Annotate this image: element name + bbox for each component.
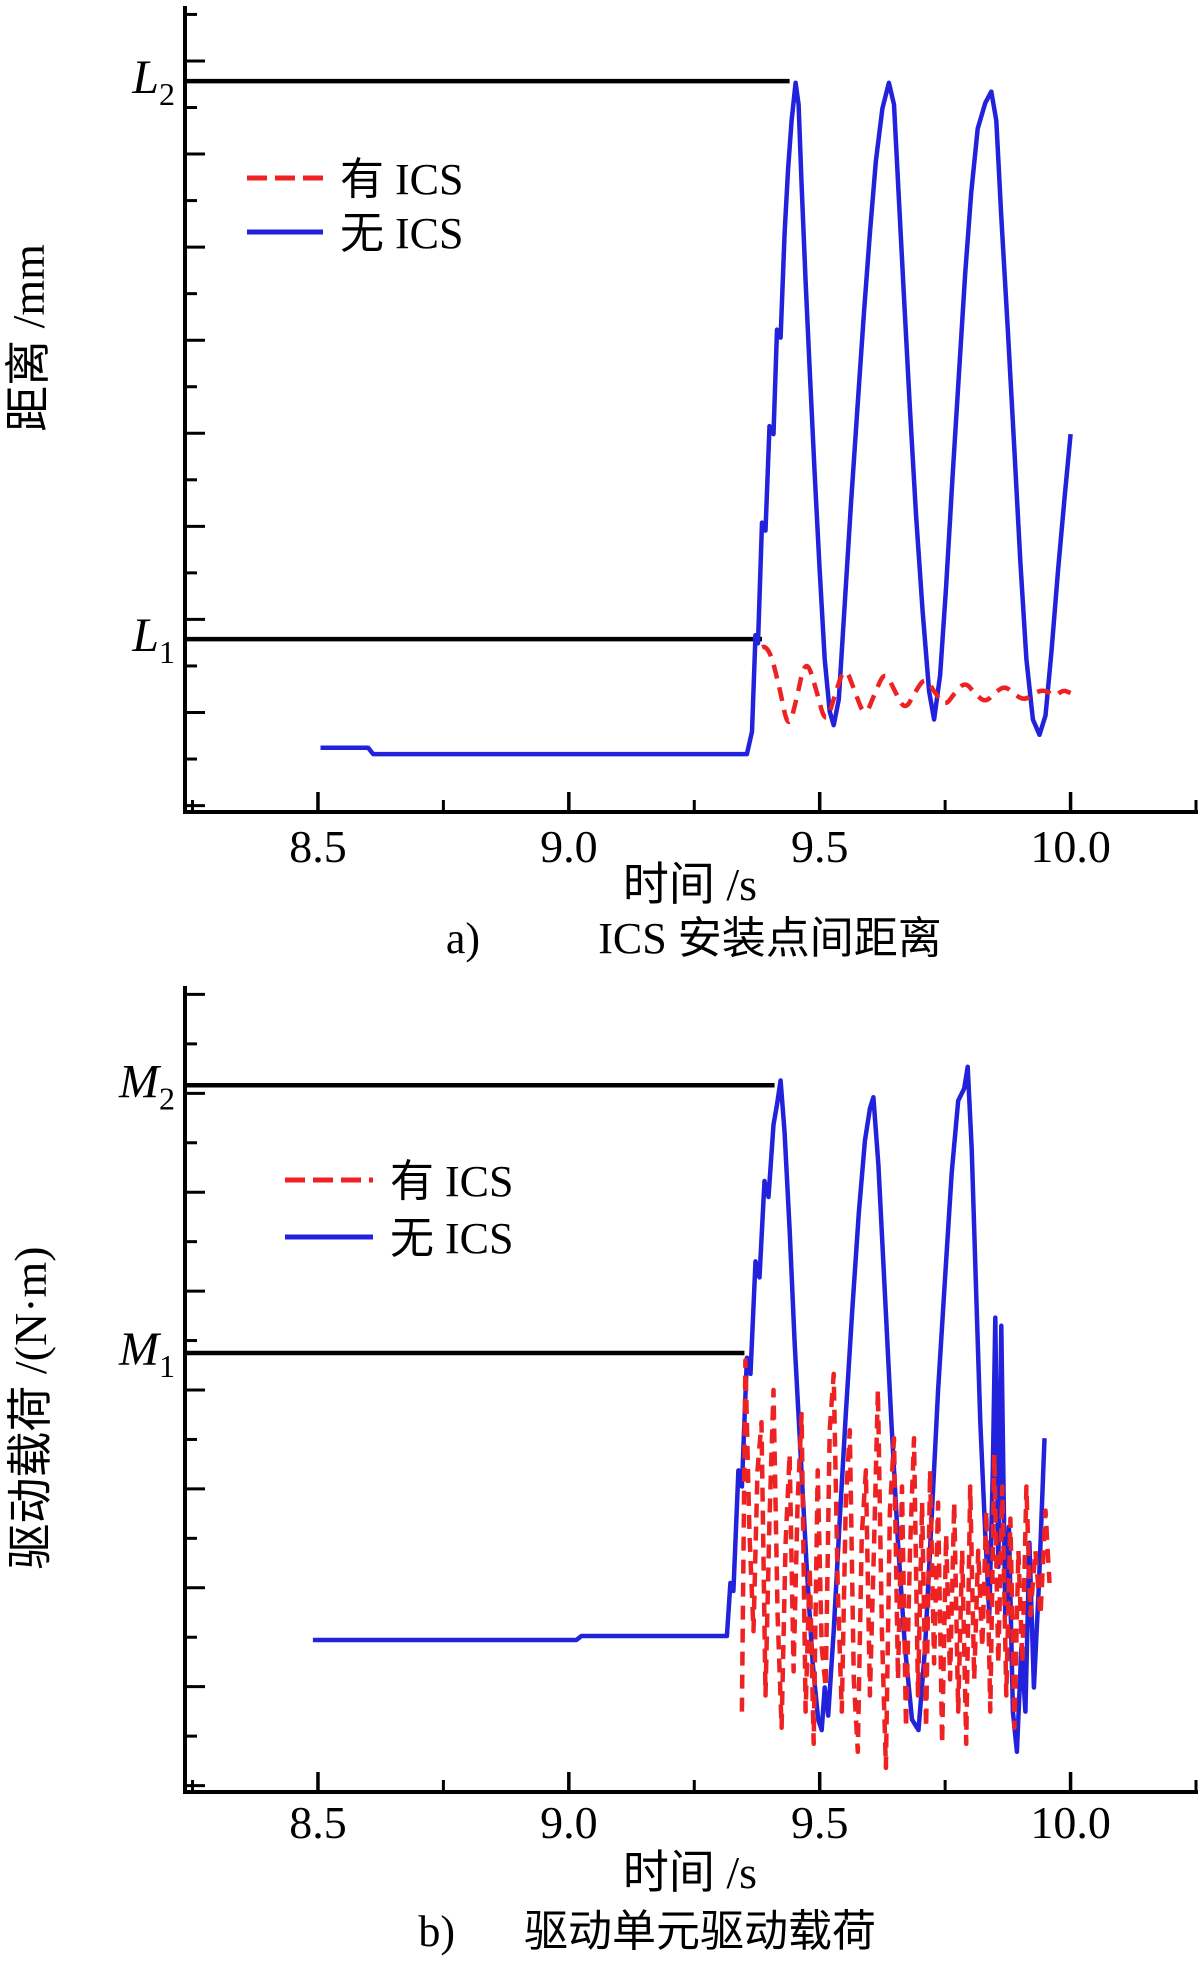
axis-lines bbox=[183, 6, 1198, 814]
series-with-ics bbox=[739, 1358, 1052, 1771]
reference-label-M2: M2 bbox=[118, 1055, 175, 1116]
y-axis-label-b: 驱动载荷 /(N·m) bbox=[5, 1246, 56, 1569]
panel-b: 8.5 9.0 9.5 10.0 M2 M1 有 ICS 无 ICS 时间 /s 驱动载荷… bbox=[0, 980, 1200, 1964]
x-tick-label: 9.5 bbox=[791, 821, 849, 872]
chart-a-canvas: 8.5 9.0 9.5 10.0 L2 L1 有 ICS 无 ICS 时间 /s 距离 /… bbox=[3, 6, 1198, 963]
reference-label-L2: L2 bbox=[131, 51, 175, 112]
legend-without-ics-label: 无 ICS bbox=[390, 1214, 513, 1263]
caption-text-a: ICS 安装点间距离 bbox=[598, 914, 941, 963]
x-tick-label: 9.0 bbox=[540, 1797, 598, 1848]
axis-lines bbox=[183, 986, 1198, 1794]
caption-text-b: 驱动单元驱动载荷 bbox=[524, 1907, 876, 1956]
chart-b-render-layer: 8.5 9.0 9.5 10.0 M2 M1 bbox=[118, 986, 1198, 1848]
chart-a-render-layer: 8.5 9.0 9.5 10.0 L2 L1 bbox=[131, 6, 1198, 872]
series-without-ics bbox=[312, 1064, 1047, 1755]
series-with-ics bbox=[761, 644, 1072, 725]
caption-prefix-a: a) bbox=[446, 914, 480, 963]
legend-b: 有 ICS 无 ICS bbox=[285, 1157, 513, 1263]
y-axis-label-a: 距离 /mm bbox=[3, 244, 54, 432]
x-tick-label: 10.0 bbox=[1030, 821, 1111, 872]
x-tick-label: 10.0 bbox=[1030, 1797, 1111, 1848]
x-axis-label-a: 时间 /s bbox=[623, 859, 757, 910]
reference-label-L1: L1 bbox=[131, 609, 175, 670]
x-tick-label: 9.5 bbox=[791, 1797, 849, 1848]
panel-a: 8.5 9.0 9.5 10.0 L2 L1 有 ICS 无 ICS 时间 /s 距离 /… bbox=[0, 0, 1200, 980]
x-tick-label: 8.5 bbox=[289, 1797, 347, 1848]
legend-without-ics-label: 无 ICS bbox=[340, 209, 463, 258]
legend-a: 有 ICS 无 ICS bbox=[247, 155, 463, 258]
x-tick-label: 8.5 bbox=[289, 821, 347, 872]
reference-label-M1: M1 bbox=[118, 1323, 175, 1384]
series-without-ics bbox=[320, 80, 1073, 757]
legend-with-ics-label: 有 ICS bbox=[390, 1157, 513, 1206]
chart-b-canvas: 8.5 9.0 9.5 10.0 M2 M1 有 ICS 无 ICS 时间 /s 驱动载荷… bbox=[5, 986, 1198, 1956]
caption-prefix-b: b) bbox=[418, 1907, 455, 1956]
x-axis-label-b: 时间 /s bbox=[623, 1847, 757, 1898]
legend-with-ics-label: 有 ICS bbox=[340, 155, 463, 204]
x-tick-label: 9.0 bbox=[540, 821, 598, 872]
